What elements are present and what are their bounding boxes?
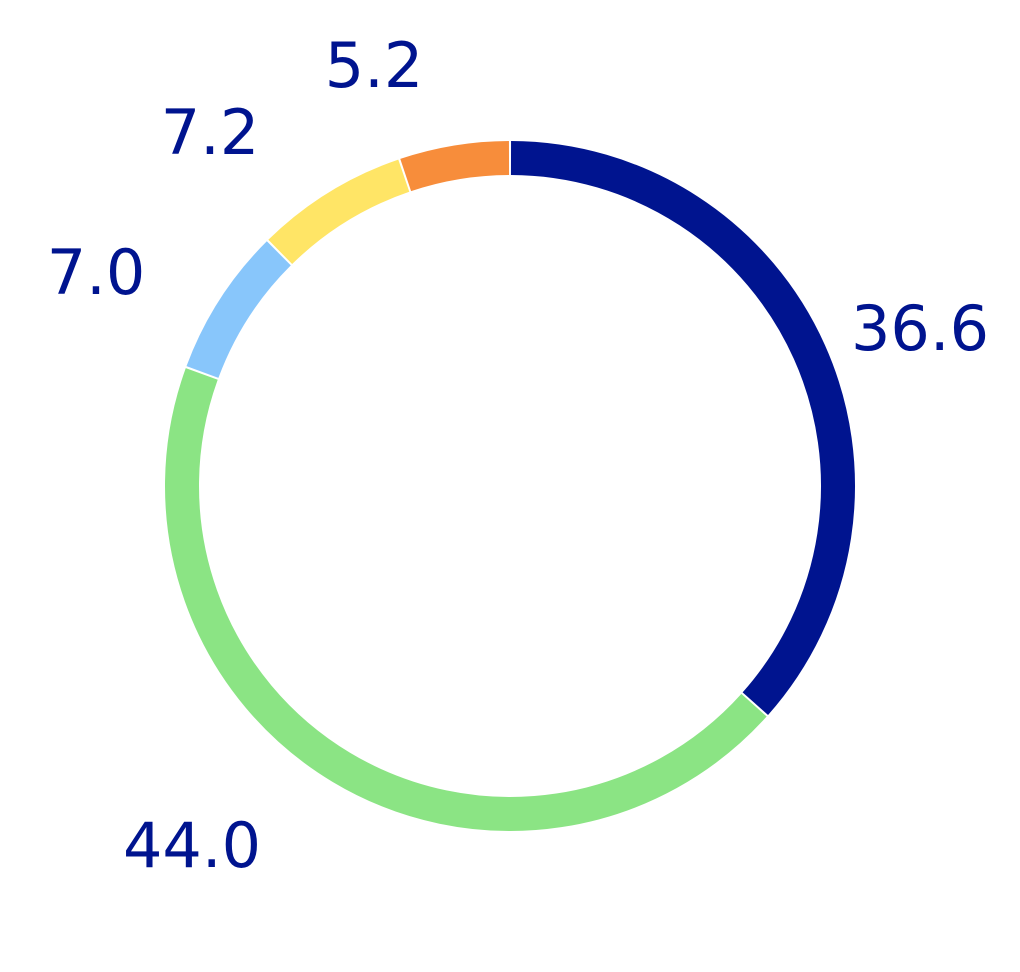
donut-labels: 36.6 44.0 7.07.2 5.2 [47,29,989,882]
slice-label-3: 7.2 [161,96,260,169]
slice-label-4: 5.2 [325,29,424,102]
donut-slice-3 [268,159,410,265]
donut-slice-1 [165,368,767,831]
donut-slices [165,141,855,831]
donut-slice-0 [510,141,855,715]
donut-slice-2 [186,241,291,379]
slice-label-1: 44.0 [123,809,261,882]
donut-slice-4 [400,141,510,192]
slice-label-2: 7.0 [47,236,146,309]
slice-label-0: 36.6 [851,292,989,365]
